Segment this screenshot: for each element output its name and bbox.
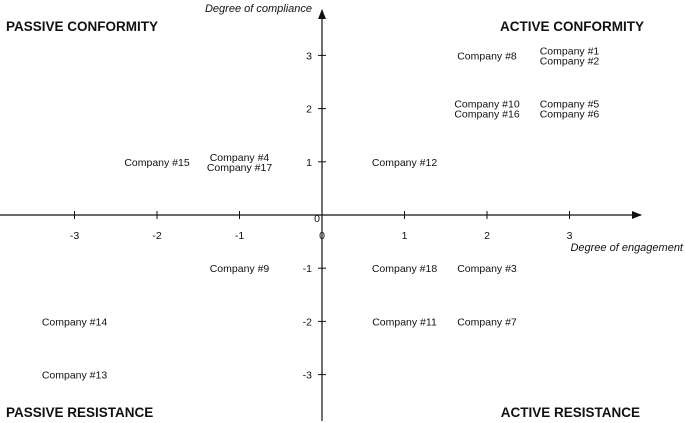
y-tick-label: 1 — [306, 157, 312, 169]
point-label: Company #8 — [457, 50, 517, 62]
y-axis-title: Degree of compliance — [205, 3, 312, 15]
y-tick-label: -2 — [303, 316, 312, 328]
point-label: Company #2 — [540, 55, 600, 67]
point-label: Company #4 — [210, 152, 270, 164]
y-tick-label: 0 — [314, 213, 320, 225]
quadrant-label-top-left: PASSIVE CONFORMITY — [6, 19, 158, 34]
x-tick-label: 1 — [402, 230, 408, 242]
y-tick-label: 2 — [306, 104, 312, 116]
point-label: Company #5 — [540, 99, 600, 111]
point-label: Company #14 — [42, 316, 108, 328]
point-label: Company #11 — [372, 316, 437, 328]
y-tick-label: -1 — [303, 263, 312, 275]
quadrant-label-top-right: ACTIVE CONFORMITY — [500, 19, 644, 34]
point-label: Company #13 — [42, 370, 108, 382]
quadrant-label-bottom-left: PASSIVE RESISTANCE — [6, 405, 153, 420]
point-label: Company #12 — [372, 157, 438, 169]
y-tick-label: -3 — [303, 370, 312, 382]
point-label: Company #17 — [207, 162, 273, 174]
y-tick-label: 3 — [306, 50, 312, 62]
point-label: Company #10 — [454, 99, 520, 111]
x-tick-label: 0 — [319, 230, 325, 242]
x-axis-title: Degree of engagement — [570, 242, 683, 254]
point-label: Company #3 — [457, 263, 517, 275]
ticks-layer: -3 -2 -1 0 1 2 3 -3 -2 -1 0 1 2 3 — [70, 50, 573, 381]
point-label: Company #16 — [454, 109, 520, 121]
point-label: Company #18 — [372, 263, 438, 275]
point-label: Company #6 — [540, 109, 600, 121]
x-tick-label: -2 — [152, 230, 161, 242]
point-label: Company #1 — [540, 45, 600, 57]
x-tick-label: 2 — [484, 230, 490, 242]
x-tick-label: 3 — [567, 230, 573, 242]
x-tick-label: -3 — [70, 230, 79, 242]
x-tick-label: -1 — [235, 230, 244, 242]
quadrant-label-bottom-right: ACTIVE RESISTANCE — [501, 405, 640, 420]
point-label: Company #7 — [457, 316, 517, 328]
point-label: Company #9 — [210, 263, 270, 275]
point-label: Company #15 — [124, 157, 190, 169]
